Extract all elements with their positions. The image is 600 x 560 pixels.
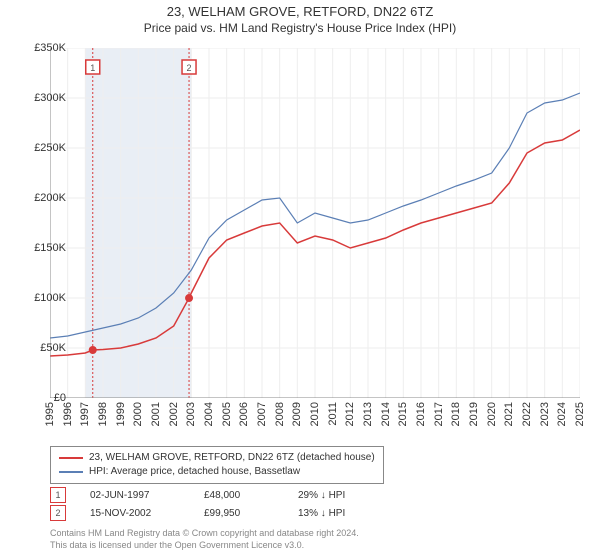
x-tick-label: 2006 [238, 402, 250, 426]
x-tick-label: 2003 [185, 402, 197, 426]
legend-label: 23, WELHAM GROVE, RETFORD, DN22 6TZ (det… [89, 451, 375, 465]
y-tick-label: £250K [34, 142, 66, 154]
x-tick-label: 2009 [291, 402, 303, 426]
x-tick-label: 2018 [450, 402, 462, 426]
x-tick-label: 2005 [221, 402, 233, 426]
x-tick-label: 2020 [486, 402, 498, 426]
x-tick-label: 2004 [203, 402, 215, 426]
svg-text:2: 2 [187, 63, 192, 73]
x-tick-label: 1996 [62, 402, 74, 426]
x-tick-label: 2012 [344, 402, 356, 426]
sale-date: 02-JUN-1997 [90, 490, 180, 501]
x-tick-label: 2017 [433, 402, 445, 426]
footer-line: This data is licensed under the Open Gov… [50, 540, 359, 552]
title-main: 23, WELHAM GROVE, RETFORD, DN22 6TZ [0, 4, 600, 19]
y-tick-label: £50K [40, 342, 66, 354]
x-tick-label: 2024 [556, 402, 568, 426]
x-tick-label: 2011 [327, 402, 339, 426]
y-tick-label: £100K [34, 292, 66, 304]
x-tick-label: 2000 [132, 402, 144, 426]
x-tick-label: 2025 [574, 402, 586, 426]
sale-price: £99,950 [204, 508, 274, 519]
chart-title-block: 23, WELHAM GROVE, RETFORD, DN22 6TZ Pric… [0, 0, 600, 35]
x-tick-label: 2014 [380, 402, 392, 426]
sale-badge: 2 [50, 505, 66, 521]
x-tick-label: 2023 [539, 402, 551, 426]
x-tick-label: 2015 [397, 402, 409, 426]
footer: Contains HM Land Registry data © Crown c… [50, 528, 359, 551]
x-tick-label: 2007 [256, 402, 268, 426]
y-tick-label: £200K [34, 192, 66, 204]
x-tick-label: 2008 [274, 402, 286, 426]
y-tick-label: £300K [34, 92, 66, 104]
sale-delta: 29% ↓ HPI [298, 490, 388, 501]
y-tick-label: £350K [34, 42, 66, 54]
x-tick-label: 1997 [79, 402, 91, 426]
sales-table: 1 02-JUN-1997 £48,000 29% ↓ HPI 2 15-NOV… [50, 486, 388, 522]
legend-item-property: 23, WELHAM GROVE, RETFORD, DN22 6TZ (det… [59, 451, 375, 465]
x-tick-label: 2021 [503, 402, 515, 426]
legend-label: HPI: Average price, detached house, Bass… [89, 465, 300, 479]
svg-text:1: 1 [90, 63, 95, 73]
sale-row-1: 1 02-JUN-1997 £48,000 29% ↓ HPI [50, 486, 388, 504]
x-tick-label: 1998 [97, 402, 109, 426]
y-tick-label: £150K [34, 242, 66, 254]
legend-swatch-property [59, 457, 83, 459]
sale-row-2: 2 15-NOV-2002 £99,950 13% ↓ HPI [50, 504, 388, 522]
x-tick-label: 2022 [521, 402, 533, 426]
legend-swatch-hpi [59, 471, 83, 473]
x-tick-label: 2002 [168, 402, 180, 426]
x-tick-label: 2016 [415, 402, 427, 426]
x-tick-label: 2010 [309, 402, 321, 426]
sale-badge: 1 [50, 487, 66, 503]
legend-item-hpi: HPI: Average price, detached house, Bass… [59, 465, 375, 479]
footer-line: Contains HM Land Registry data © Crown c… [50, 528, 359, 540]
x-tick-label: 2013 [362, 402, 374, 426]
sale-delta: 13% ↓ HPI [298, 508, 388, 519]
title-sub: Price paid vs. HM Land Registry's House … [0, 21, 600, 35]
sale-date: 15-NOV-2002 [90, 508, 180, 519]
legend: 23, WELHAM GROVE, RETFORD, DN22 6TZ (det… [50, 446, 384, 484]
sale-price: £48,000 [204, 490, 274, 501]
x-tick-label: 2001 [150, 402, 162, 426]
x-tick-label: 1995 [44, 402, 56, 426]
x-tick-label: 2019 [468, 402, 480, 426]
x-tick-label: 1999 [115, 402, 127, 426]
price-chart: 12 [50, 48, 580, 398]
